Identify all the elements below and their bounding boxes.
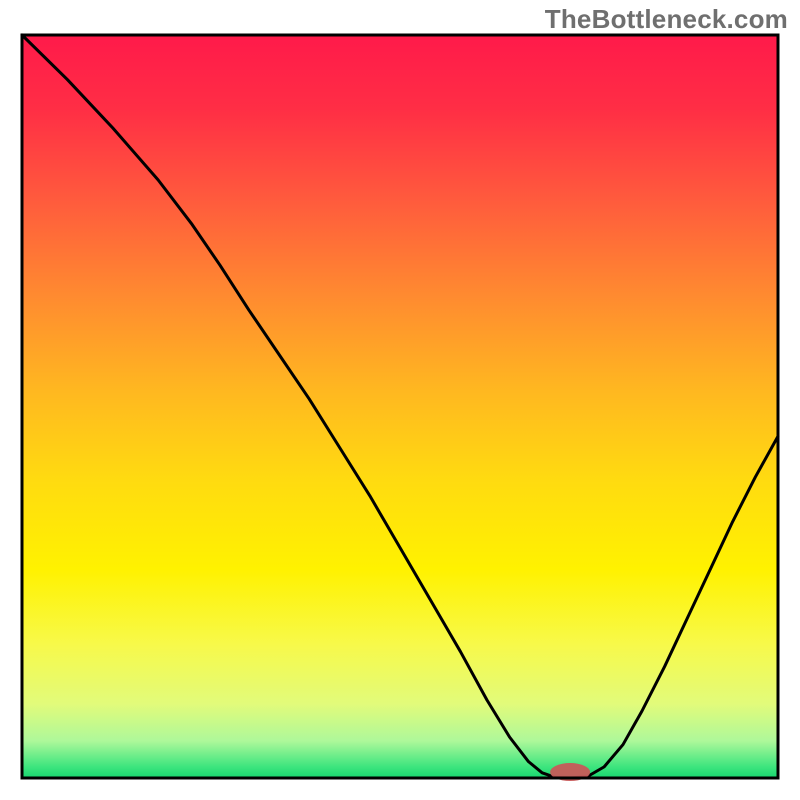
bottleneck-chart xyxy=(0,0,800,800)
watermark-label: TheBottleneck.com xyxy=(545,4,788,35)
chart-container: TheBottleneck.com xyxy=(0,0,800,800)
